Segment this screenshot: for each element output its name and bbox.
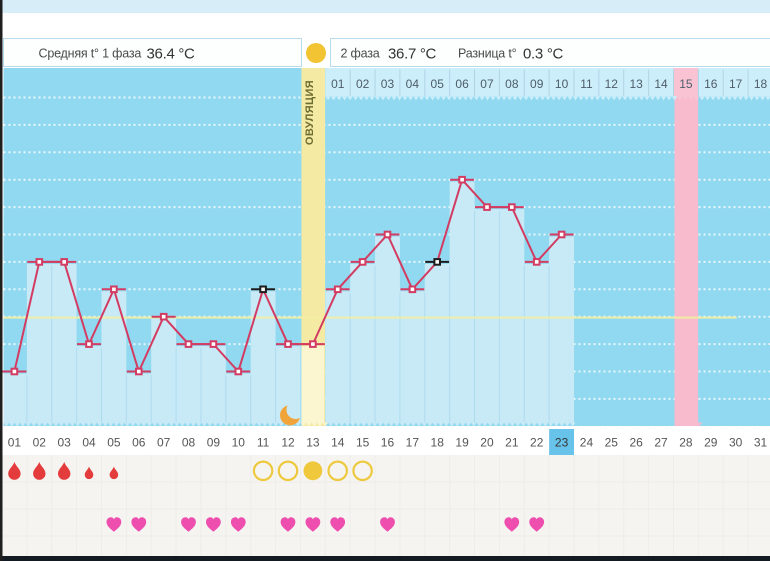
svg-text:Разница t°: Разница t°: [458, 47, 517, 61]
svg-text:08: 08: [182, 436, 196, 450]
svg-text:17: 17: [729, 77, 743, 91]
svg-text:19: 19: [455, 436, 469, 450]
svg-text:14: 14: [331, 436, 345, 450]
svg-text:11: 11: [580, 77, 593, 91]
svg-text:30: 30: [729, 436, 743, 450]
svg-text:07: 07: [157, 436, 171, 450]
svg-text:01: 01: [331, 77, 345, 91]
svg-text:03: 03: [381, 77, 395, 91]
svg-text:12: 12: [281, 436, 295, 450]
svg-text:36.7 °C: 36.7 °C: [388, 46, 437, 63]
svg-text:09: 09: [530, 77, 544, 91]
svg-text:01: 01: [8, 436, 22, 450]
svg-text:02: 02: [356, 77, 370, 91]
svg-text:15: 15: [356, 436, 370, 450]
svg-text:18: 18: [431, 436, 445, 450]
svg-text:09: 09: [207, 436, 221, 450]
svg-text:24: 24: [580, 436, 594, 450]
svg-text:21: 21: [505, 436, 519, 450]
svg-text:08: 08: [505, 77, 519, 91]
svg-text:17: 17: [406, 436, 420, 450]
svg-text:18: 18: [754, 77, 768, 91]
svg-text:06: 06: [455, 77, 469, 91]
svg-text:11: 11: [257, 436, 270, 450]
svg-text:03: 03: [58, 436, 72, 450]
svg-text:20: 20: [480, 436, 494, 450]
svg-text:0.3 °C: 0.3 °C: [523, 46, 564, 63]
svg-text:29: 29: [704, 436, 718, 450]
svg-text:05: 05: [107, 436, 121, 450]
svg-text:23: 23: [555, 436, 569, 450]
svg-text:02: 02: [33, 436, 47, 450]
svg-text:12: 12: [605, 77, 619, 91]
svg-text:28: 28: [679, 436, 693, 450]
svg-text:16: 16: [381, 436, 395, 450]
svg-text:ОВУЛЯЦИЯ: ОВУЛЯЦИЯ: [304, 80, 316, 145]
svg-text:05: 05: [431, 77, 445, 91]
svg-text:25: 25: [605, 436, 619, 450]
svg-text:14: 14: [654, 77, 668, 91]
svg-text:36.4 °C: 36.4 °C: [147, 46, 196, 63]
svg-text:04: 04: [82, 436, 96, 450]
svg-text:10: 10: [555, 77, 569, 91]
svg-text:13: 13: [630, 77, 644, 91]
svg-text:04: 04: [406, 77, 420, 91]
svg-text:26: 26: [630, 436, 644, 450]
svg-text:15: 15: [679, 77, 693, 91]
svg-text:10: 10: [232, 436, 246, 450]
svg-text:Средняя t° 1 фаза: Средняя t° 1 фаза: [39, 47, 142, 61]
svg-text:22: 22: [530, 436, 544, 450]
svg-text:27: 27: [654, 436, 668, 450]
svg-text:31: 31: [754, 436, 768, 450]
svg-text:2 фаза: 2 фаза: [341, 47, 380, 61]
svg-text:16: 16: [704, 77, 718, 91]
svg-text:13: 13: [306, 436, 320, 450]
svg-text:06: 06: [132, 436, 146, 450]
svg-text:07: 07: [480, 77, 494, 91]
